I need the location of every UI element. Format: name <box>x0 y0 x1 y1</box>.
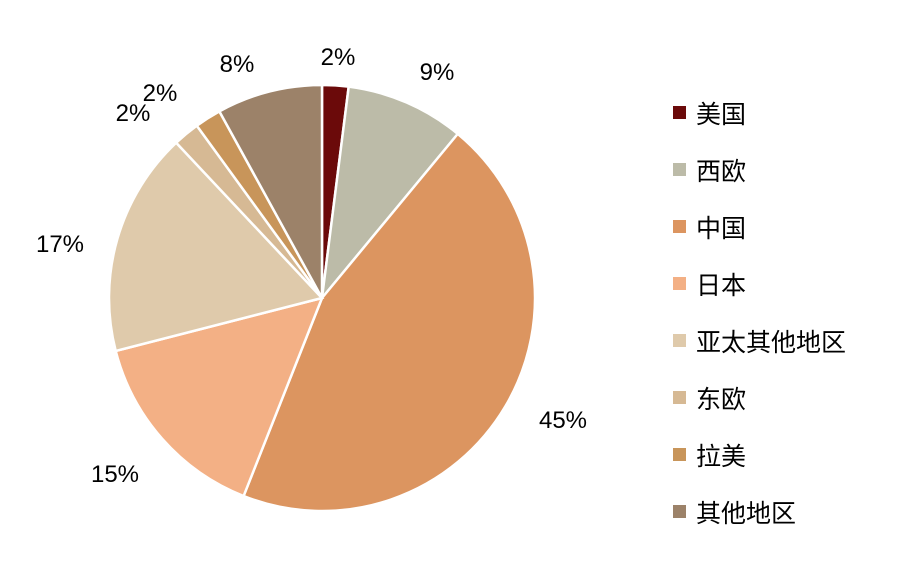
data-label: 8% <box>220 51 255 78</box>
legend-swatch <box>673 448 686 461</box>
legend-swatch <box>673 163 686 176</box>
legend-label: 美国 <box>696 99 747 129</box>
data-label: 2% <box>143 80 178 107</box>
legend: 美国西欧中国日本亚太其他地区 东欧拉美其他地区 <box>673 84 846 540</box>
legend-label: 东欧 <box>696 384 747 414</box>
legend-swatch <box>673 391 686 404</box>
legend-label: 其他地区 <box>696 498 797 528</box>
legend-label: 拉美 <box>696 441 747 471</box>
data-label: 2% <box>116 100 151 127</box>
legend-item: 西欧 <box>673 141 846 198</box>
legend-swatch <box>673 220 686 233</box>
data-label: 17% <box>36 231 84 258</box>
pie-slice-3 <box>114 296 325 498</box>
pie-slice-4 <box>107 140 325 353</box>
legend-swatch <box>673 277 686 290</box>
legend-label: 西欧 <box>696 156 747 186</box>
pie-slice-2 <box>241 132 537 513</box>
data-label: 15% <box>91 461 139 488</box>
legend-item: 拉美 <box>673 426 846 483</box>
legend-item: 其他地区 <box>673 483 846 540</box>
pie-slice-1 <box>320 85 460 303</box>
data-label: 2% <box>321 44 356 71</box>
legend-swatch <box>673 505 686 518</box>
legend-label: 中国 <box>696 213 747 243</box>
legend-item: 美国 <box>673 84 846 141</box>
legend-item: 中国 <box>673 198 846 255</box>
legend-swatch <box>673 334 686 347</box>
legend-item: 东欧 <box>673 369 846 426</box>
legend-item: 日本 <box>673 255 846 312</box>
data-label: 45% <box>539 407 587 434</box>
pie-slice-7 <box>217 83 324 299</box>
legend-item: 亚太其他地区 <box>673 312 846 369</box>
data-label: 9% <box>420 59 455 86</box>
legend-label: 日本 <box>696 270 747 300</box>
legend-label: 亚太其他地区 <box>696 327 847 357</box>
legend-swatch <box>673 106 686 119</box>
